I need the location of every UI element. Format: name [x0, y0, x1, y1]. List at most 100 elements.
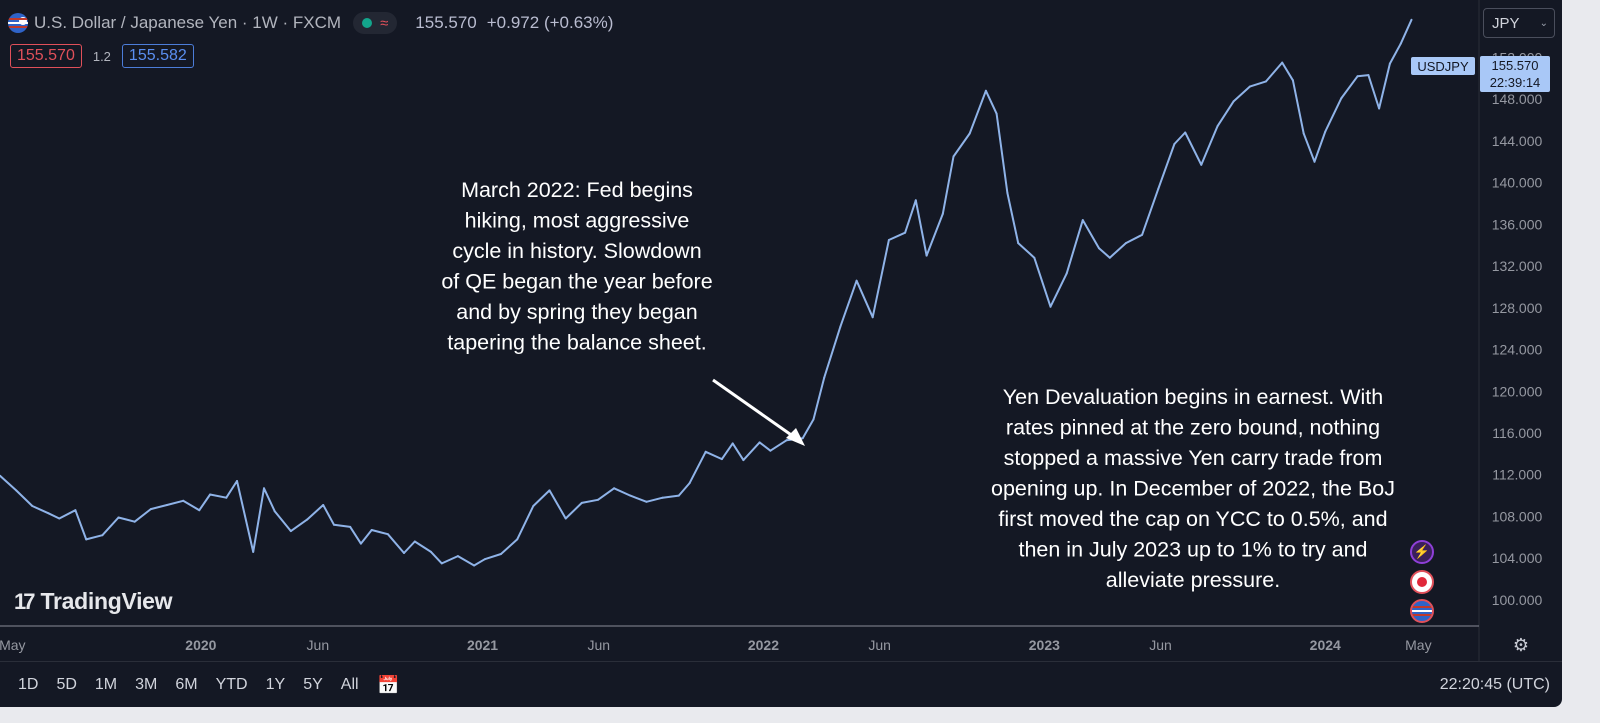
- currency-dropdown[interactable]: JPY ⌄: [1483, 8, 1555, 38]
- range-button-6m[interactable]: 6M: [175, 676, 198, 693]
- price-point: [548, 489, 551, 492]
- annotation-line: then in July 2023 up to 1% to try and: [1018, 538, 1367, 562]
- price-tag-symbol: USDJPY: [1417, 59, 1469, 74]
- range-button-1d[interactable]: 1D: [18, 676, 39, 693]
- range-button-5d[interactable]: 5D: [56, 676, 77, 693]
- annotation-right: Yen Devaluation begins in earnest. With r…: [991, 385, 1395, 592]
- svg-text:Yen Devaluation begins in earn: Yen Devaluation begins in earnest. With r…: [991, 385, 1395, 592]
- annotation-line: cycle in history. Slowdown: [452, 239, 701, 263]
- price-point: [333, 523, 335, 526]
- price-point: [149, 508, 152, 511]
- price-point: [430, 550, 432, 553]
- annotation-line: and by spring they began: [456, 300, 697, 324]
- market-status-pill[interactable]: ≈: [353, 12, 398, 34]
- price-point: [252, 550, 255, 553]
- price-point: [166, 504, 168, 506]
- x-tick-label: Jun: [587, 637, 610, 653]
- price-point: [473, 564, 476, 567]
- price-point: [839, 325, 842, 328]
- event-us-flag-icon[interactable]: [1410, 599, 1434, 623]
- range-button-1m[interactable]: 1M: [94, 676, 118, 693]
- sell-button[interactable]: 155.570: [10, 44, 82, 68]
- price-point: [1098, 247, 1100, 250]
- price-point: [1291, 79, 1294, 82]
- price-axis[interactable]: 100.000 104.000 108.000 112.000 116.000 120.0…: [1492, 49, 1543, 608]
- price-point: [580, 501, 583, 504]
- price-point: [413, 540, 416, 543]
- range-button-1y[interactable]: 1Y: [265, 676, 286, 693]
- price-point: [1184, 131, 1187, 134]
- price-point: [1378, 107, 1381, 110]
- price-point: [613, 487, 616, 490]
- price-point: [225, 496, 228, 499]
- range-button-ytd[interactable]: YTD: [215, 676, 248, 693]
- price-point: [731, 442, 734, 445]
- price-point: [182, 499, 185, 502]
- range-button-3m[interactable]: 3M: [135, 676, 158, 693]
- plot-area[interactable]: [0, 18, 1413, 567]
- y-tick-label: 124.000: [1492, 342, 1543, 358]
- range-button-5y[interactable]: 5Y: [303, 676, 323, 693]
- x-tick-label: 2022: [748, 637, 779, 653]
- x-tick-label: 2023: [1029, 637, 1060, 653]
- price-point: [704, 450, 707, 453]
- price-point: [1200, 163, 1203, 166]
- price-point: [564, 517, 567, 520]
- annotation-line: Yen Devaluation begins in earnest. With: [1003, 385, 1383, 409]
- price-point: [403, 552, 405, 554]
- symbol-legend[interactable]: U.S. Dollar / Japanese Yen · 1W · FXCM ≈…: [8, 10, 613, 36]
- price-point: [1388, 62, 1391, 65]
- y-tick-label: 116.000: [1492, 425, 1542, 441]
- buy-button[interactable]: 155.582: [121, 44, 194, 68]
- time-axis[interactable]: May 2020 Jun 2021 Jun 2022 Jun 2023 Jun 2024 May: [0, 637, 1432, 653]
- price-point: [904, 231, 907, 234]
- bottom-toolbar: 1D 5D 1M 3M 6M YTD 1Y 5Y All 📅 22:20:45 (UTC): [0, 661, 1562, 707]
- annotation-arrow: [712, 378, 805, 446]
- price-point: [823, 376, 826, 379]
- price-point: [661, 496, 664, 499]
- price-point: [1049, 305, 1052, 308]
- annotation-line: alleviate pressure.: [1106, 568, 1280, 592]
- last-price: 155.570: [415, 13, 477, 32]
- price-point: [1108, 256, 1111, 259]
- x-tick-label: May: [0, 637, 26, 653]
- symbol-title[interactable]: U.S. Dollar / Japanese Yen · 1W · FXCM: [34, 13, 342, 32]
- price-point: [1248, 85, 1251, 88]
- price-point: [984, 89, 987, 92]
- price-point: [1281, 61, 1284, 64]
- tradingview-logo[interactable]: 17 TradingView: [14, 588, 173, 615]
- event-flash-icon[interactable]: ⚡: [1410, 540, 1434, 564]
- settings-gear-icon[interactable]: ⚙: [1512, 634, 1530, 655]
- x-tick-label: Jun: [868, 637, 891, 653]
- price-point: [1065, 272, 1068, 275]
- price-point: [1173, 143, 1176, 145]
- event-japan-flag-icon[interactable]: [1410, 570, 1434, 594]
- price-point: [532, 505, 535, 507]
- price-point: [688, 482, 691, 485]
- price-point: [1017, 242, 1020, 245]
- price-point: [101, 534, 104, 537]
- chart-svg[interactable]: 100.000 104.000 108.000 112.000 116.000 120.0…: [0, 0, 1562, 707]
- price-point: [941, 212, 944, 215]
- tradingview-logo-text: TradingView: [40, 588, 173, 614]
- price-line-series[interactable]: [0, 19, 1413, 567]
- x-tick-label: 2020: [185, 637, 216, 653]
- price-point: [968, 132, 971, 135]
- price-point: [483, 558, 486, 561]
- range-button-all[interactable]: All: [340, 676, 359, 693]
- annotation-line: first moved the cap on YCC to 0.5%, and: [998, 507, 1387, 531]
- price-point: [645, 500, 648, 503]
- price-tag-countdown: 22:39:14: [1490, 75, 1541, 90]
- price-point: [0, 474, 1, 477]
- y-tick-label: 140.000: [1492, 175, 1543, 191]
- utc-clock[interactable]: 22:20:45 (UTC): [1439, 676, 1550, 693]
- goto-date-calendar-icon[interactable]: 📅: [377, 674, 400, 695]
- price-point: [1410, 18, 1413, 21]
- price-point: [887, 239, 890, 241]
- price-point: [1232, 100, 1235, 103]
- price-point: [198, 509, 201, 512]
- price-point: [263, 487, 265, 490]
- tradingview-logo-mark-icon: 17: [14, 588, 36, 614]
- buy-sell-row: 155.570 1.2 155.582: [10, 44, 194, 68]
